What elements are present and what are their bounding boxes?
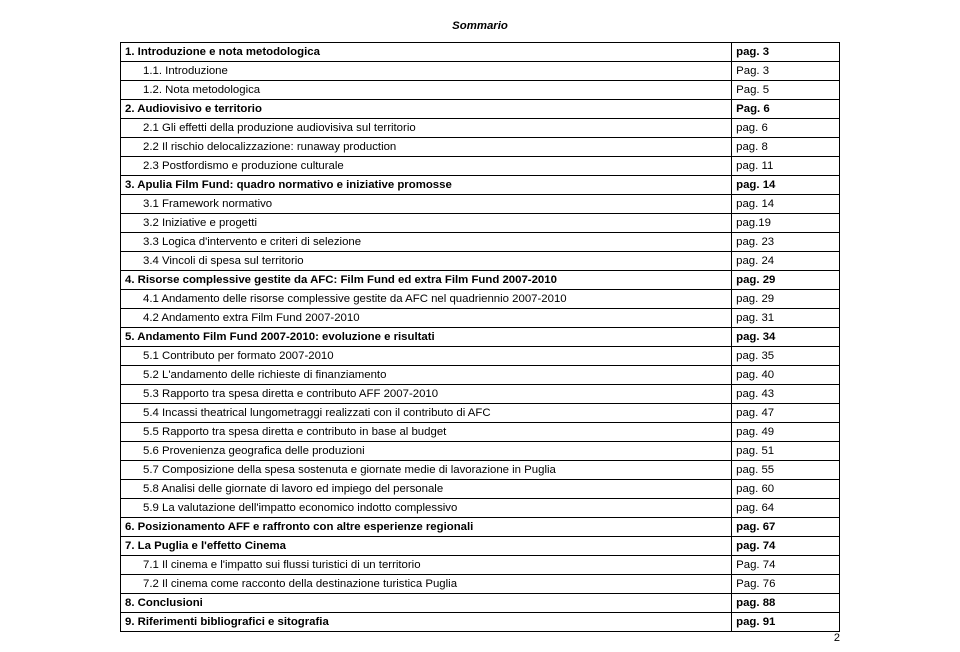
toc-row: 3.4 Vincoli di spesa sul territoriopag. … (121, 252, 840, 271)
toc-label: 2.1 Gli effetti della produzione audiovi… (121, 119, 732, 138)
toc-label: 9. Riferimenti bibliografici e sitografi… (121, 613, 732, 632)
toc-row: 9. Riferimenti bibliografici e sitografi… (121, 613, 840, 632)
toc-label: 5.9 La valutazione dell'impatto economic… (121, 499, 732, 518)
toc-row: 5.6 Provenienza geografica delle produzi… (121, 442, 840, 461)
toc-label: 5.6 Provenienza geografica delle produzi… (121, 442, 732, 461)
toc-page: pag. 8 (732, 138, 840, 157)
toc-page: pag. 3 (732, 43, 840, 62)
toc-label: 3.2 Iniziative e progetti (121, 214, 732, 233)
toc-label: 4.1 Andamento delle risorse complessive … (121, 290, 732, 309)
toc-row: 5.4 Incassi theatrical lungometraggi rea… (121, 404, 840, 423)
toc-row: 3.3 Logica d'intervento e criteri di sel… (121, 233, 840, 252)
toc-row: 3. Apulia Film Fund: quadro normativo e … (121, 176, 840, 195)
toc-page: pag. 51 (732, 442, 840, 461)
toc-page: Pag. 5 (732, 81, 840, 100)
toc-row: 1.1. IntroduzionePag. 3 (121, 62, 840, 81)
toc-row: 2.1 Gli effetti della produzione audiovi… (121, 119, 840, 138)
toc-page: pag. 14 (732, 176, 840, 195)
toc-label: 5. Andamento Film Fund 2007-2010: evoluz… (121, 328, 732, 347)
toc-label: 2.2 Il rischio delocalizzazione: runaway… (121, 138, 732, 157)
toc-label: 2.3 Postfordismo e produzione culturale (121, 157, 732, 176)
toc-page: pag. 64 (732, 499, 840, 518)
toc-page: pag. 67 (732, 518, 840, 537)
toc-row: 4. Risorse complessive gestite da AFC: F… (121, 271, 840, 290)
toc-page: Pag. 6 (732, 100, 840, 119)
toc-label: 5.4 Incassi theatrical lungometraggi rea… (121, 404, 732, 423)
toc-page: pag. 34 (732, 328, 840, 347)
toc-row: 2.2 Il rischio delocalizzazione: runaway… (121, 138, 840, 157)
toc-label: 3.3 Logica d'intervento e criteri di sel… (121, 233, 732, 252)
toc-page: pag. 35 (732, 347, 840, 366)
toc-row: 1.2. Nota metodologicaPag. 5 (121, 81, 840, 100)
toc-page: pag. 88 (732, 594, 840, 613)
toc-page: pag. 49 (732, 423, 840, 442)
toc-label: 3.4 Vincoli di spesa sul territorio (121, 252, 732, 271)
toc-page: pag. 55 (732, 461, 840, 480)
toc-page: pag.19 (732, 214, 840, 233)
toc-row: 5.8 Analisi delle giornate di lavoro ed … (121, 480, 840, 499)
toc-row: 7.1 Il cinema e l'impatto sui flussi tur… (121, 556, 840, 575)
toc-row: 5.3 Rapporto tra spesa diretta e contrib… (121, 385, 840, 404)
toc-row: 2.3 Postfordismo e produzione culturalep… (121, 157, 840, 176)
toc-row: 6. Posizionamento AFF e raffronto con al… (121, 518, 840, 537)
toc-page: pag. 14 (732, 195, 840, 214)
toc-row: 3.2 Iniziative e progettipag.19 (121, 214, 840, 233)
toc-page: Pag. 3 (732, 62, 840, 81)
toc-label: 1. Introduzione e nota metodologica (121, 43, 732, 62)
toc-page: pag. 60 (732, 480, 840, 499)
toc-label: 3.1 Framework normativo (121, 195, 732, 214)
toc-page: pag. 91 (732, 613, 840, 632)
toc-row: 7.2 Il cinema come racconto della destin… (121, 575, 840, 594)
toc-row: 4.2 Andamento extra Film Fund 2007-2010p… (121, 309, 840, 328)
toc-label: 2. Audiovisivo e territorio (121, 100, 732, 119)
toc-page: Pag. 74 (732, 556, 840, 575)
toc-label: 5.3 Rapporto tra spesa diretta e contrib… (121, 385, 732, 404)
toc-page: pag. 24 (732, 252, 840, 271)
toc-label: 4. Risorse complessive gestite da AFC: F… (121, 271, 732, 290)
toc-row: 5.7 Composizione della spesa sostenuta e… (121, 461, 840, 480)
toc-label: 3. Apulia Film Fund: quadro normativo e … (121, 176, 732, 195)
toc-row: 5.9 La valutazione dell'impatto economic… (121, 499, 840, 518)
toc-label: 5.5 Rapporto tra spesa diretta e contrib… (121, 423, 732, 442)
toc-label: 1.2. Nota metodologica (121, 81, 732, 100)
toc-row: 2. Audiovisivo e territorioPag. 6 (121, 100, 840, 119)
toc-page: pag. 31 (732, 309, 840, 328)
toc-page: pag. 29 (732, 271, 840, 290)
toc-row: 5.5 Rapporto tra spesa diretta e contrib… (121, 423, 840, 442)
toc-row: 8. Conclusionipag. 88 (121, 594, 840, 613)
toc-label: 7.1 Il cinema e l'impatto sui flussi tur… (121, 556, 732, 575)
toc-label: 5.1 Contributo per formato 2007-2010 (121, 347, 732, 366)
toc-row: 1. Introduzione e nota metodologicapag. … (121, 43, 840, 62)
toc-row: 5.2 L'andamento delle richieste di finan… (121, 366, 840, 385)
toc-label: 5.2 L'andamento delle richieste di finan… (121, 366, 732, 385)
toc-label: 8. Conclusioni (121, 594, 732, 613)
toc-label: 7. La Puglia e l'effetto Cinema (121, 537, 732, 556)
toc-row: 5.1 Contributo per formato 2007-2010pag.… (121, 347, 840, 366)
toc-row: 4.1 Andamento delle risorse complessive … (121, 290, 840, 309)
page-number: 2 (834, 632, 840, 644)
toc-label: 4.2 Andamento extra Film Fund 2007-2010 (121, 309, 732, 328)
toc-page: pag. 74 (732, 537, 840, 556)
toc-page: pag. 11 (732, 157, 840, 176)
page-title: Sommario (120, 20, 840, 32)
toc-page: pag. 43 (732, 385, 840, 404)
toc-row: 3.1 Framework normativopag. 14 (121, 195, 840, 214)
toc-row: 7. La Puglia e l'effetto Cinemapag. 74 (121, 537, 840, 556)
toc-label: 6. Posizionamento AFF e raffronto con al… (121, 518, 732, 537)
toc-label: 5.8 Analisi delle giornate di lavoro ed … (121, 480, 732, 499)
toc-table: 1. Introduzione e nota metodologicapag. … (120, 42, 840, 632)
toc-page: Pag. 76 (732, 575, 840, 594)
toc-page: pag. 29 (732, 290, 840, 309)
toc-row: 5. Andamento Film Fund 2007-2010: evoluz… (121, 328, 840, 347)
toc-page: pag. 6 (732, 119, 840, 138)
toc-page: pag. 47 (732, 404, 840, 423)
toc-label: 1.1. Introduzione (121, 62, 732, 81)
toc-page: pag. 40 (732, 366, 840, 385)
toc-page: pag. 23 (732, 233, 840, 252)
toc-label: 7.2 Il cinema come racconto della destin… (121, 575, 732, 594)
toc-label: 5.7 Composizione della spesa sostenuta e… (121, 461, 732, 480)
